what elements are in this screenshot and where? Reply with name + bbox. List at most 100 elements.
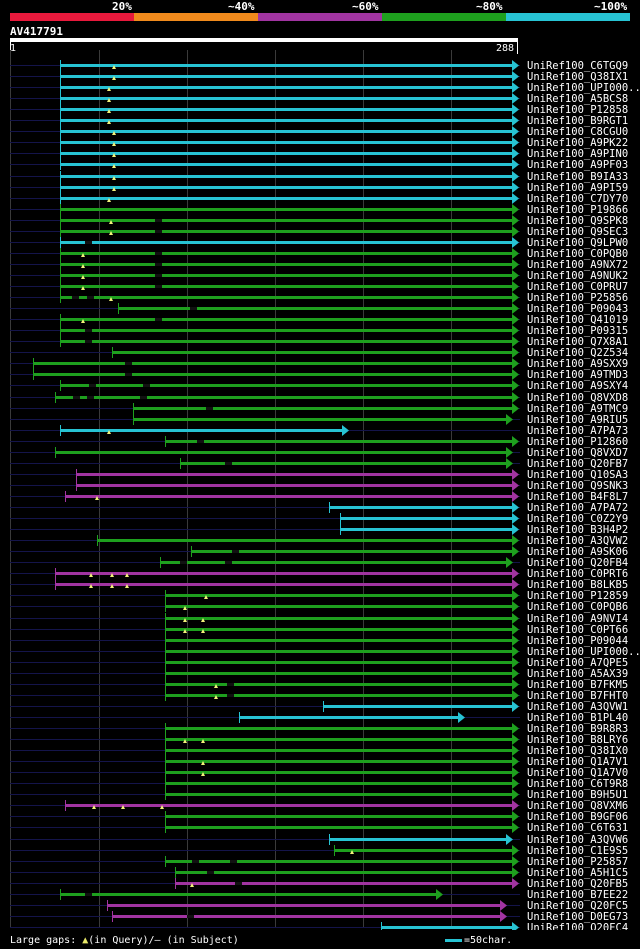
hit-bar [175,871,513,874]
subject-gap-mark [227,683,234,686]
query-gap-icon [112,142,116,146]
subject-gap-mark [180,561,187,564]
hit-label: UniRef100_A5H1C5 [527,867,628,879]
subject-gap-mark [85,340,92,343]
hit-bar [323,705,513,708]
subject-gap-mark [155,230,162,233]
hit-bar [60,141,513,144]
hit-arrow-icon [512,248,519,259]
scale-segment-100 [506,13,630,21]
hit-arrow-icon [512,756,519,767]
scale-key-bar [445,938,462,942]
hit-bar [118,307,513,310]
gap-arrow-icon: ▲ [82,935,89,946]
hit-label: UniRef100_B9R8R3 [527,723,628,735]
query-gap-icon [112,187,116,191]
subject-gap-mark [85,329,92,332]
hit-label: UniRef100_A9PI59 [527,182,628,194]
hit-arrow-icon [506,414,513,425]
hit-bar [112,915,501,918]
hit-label: UniRef100_A7PA72 [527,502,628,514]
hit-label: UniRef100_Q9SPK8 [527,215,628,227]
hit-arrow-icon [512,270,519,281]
legend-prefix: Large gaps: [10,935,83,946]
hit-label: UniRef100_A7QPE5 [527,657,628,669]
subject-gap-mark [87,396,94,399]
hit-bar [55,572,513,575]
hit-label: UniRef100_A9NX72 [527,259,628,271]
hit-label: UniRef100_Q38IX1 [527,71,628,83]
subject-gap-mark [187,915,194,918]
scale-label-20: 20% [112,0,132,13]
hit-label: UniRef100_UPI000.. [527,82,640,94]
hit-bar [60,241,513,244]
hit-bar [60,219,513,222]
hit-arrow-icon [506,447,513,458]
hit-bar [60,340,513,343]
subject-gap-mark [140,396,147,399]
hit-bar [165,628,513,631]
hit-label: UniRef100_B7EE22 [527,889,628,901]
subject-gap-mark [155,219,162,222]
hit-bar [165,782,513,785]
hit-label: UniRef100_B1PL40 [527,712,628,724]
hit-arrow-icon [512,624,519,635]
query-gap-icon [201,629,205,633]
hit-label: UniRef100_Q8VXD8 [527,392,628,404]
query-gap-icon [81,253,85,257]
hit-bar [60,197,513,200]
hit-arrow-icon [512,204,519,215]
hit-label: UniRef100_A9PIN0 [527,148,628,160]
hit-bar [165,771,513,774]
scale-label-40: ~40% [228,0,255,13]
hit-arrow-icon [512,392,519,403]
hit-bar [165,683,513,686]
hit-arrow-icon [512,60,519,71]
hit-bar [60,893,437,896]
query-gap-icon [183,618,187,622]
hit-label: UniRef100_Q1A7V0 [527,767,628,779]
query-bar [10,38,518,42]
hit-bar [165,639,513,642]
hit-bar [60,230,513,233]
hit-label: UniRef100_B9H5U1 [527,789,628,801]
hit-bar [165,860,513,863]
query-gap-icon [112,176,116,180]
hit-label: UniRef100_B9RGT1 [527,115,628,127]
hit-arrow-icon [512,845,519,856]
hit-label: UniRef100_P25856 [527,292,628,304]
hit-bar [165,749,513,752]
subject-gap-mark [197,440,204,443]
hit-arrow-icon [512,171,519,182]
hit-label: UniRef100_C0PQB6 [527,601,628,613]
hit-arrow-icon [512,303,519,314]
hit-arrow-icon [512,646,519,657]
query-gap-icon [121,805,125,809]
hit-arrow-icon [512,767,519,778]
hit-arrow-icon [512,590,519,601]
hit-label: UniRef100_A9RIU5 [527,414,628,426]
hit-label: UniRef100_A3QVW6 [527,834,628,846]
query-gap-icon [214,684,218,688]
subject-gap-mark [89,384,96,387]
hit-bar [60,429,343,432]
hit-arrow-icon [512,568,519,579]
query-id: AV417791 [10,25,63,38]
hit-arrow-icon [512,358,519,369]
query-gap-icon [112,76,116,80]
hit-label: UniRef100_Q20FC4 [527,922,628,930]
hit-label: UniRef100_C0PRU7 [527,281,628,293]
hit-bar [55,583,513,586]
hit-arrow-icon [512,811,519,822]
hit-arrow-icon [512,369,519,380]
hit-label: UniRef100_C0PT66 [527,624,628,636]
subject-gap-mark [227,694,234,697]
subject-gap-mark [155,263,162,266]
hit-bar [165,440,513,443]
query-gap-icon [190,883,194,887]
hit-arrow-icon [506,458,513,469]
hit-arrow-icon [512,613,519,624]
query-gap-icon [107,430,111,434]
subject-gap-mark [143,384,150,387]
scale-segment-40 [134,13,258,21]
